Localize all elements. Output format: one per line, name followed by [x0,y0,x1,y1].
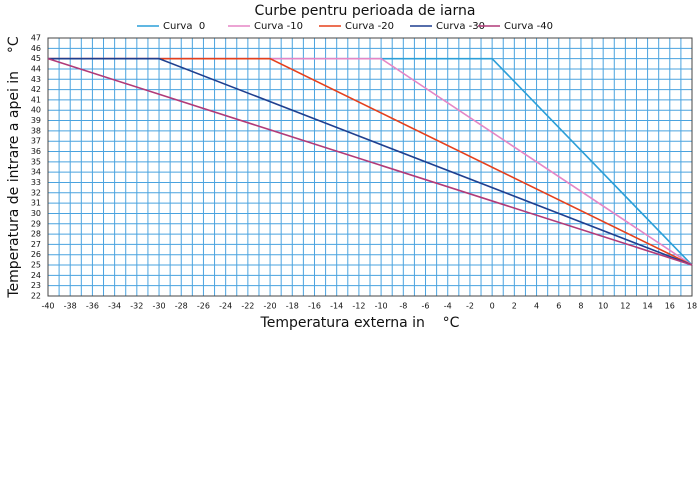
x-tick-label: 18 [687,302,697,311]
y-tick-label: 36 [31,147,41,156]
plot-border [47,37,693,297]
x-tick-label: -22 [241,302,254,311]
series-line [48,57,693,266]
x-tick-label: -20 [264,302,277,311]
legend-label: Curva -40 [504,21,553,32]
x-tick-label: -30 [152,302,165,311]
legend-label: Curva -10 [254,21,303,32]
y-tick-label: 22 [31,292,41,301]
y-tick-label: 27 [31,240,41,249]
x-tick-label: -2 [466,302,474,311]
legend-label: Curva -20 [345,21,394,32]
y-tick-label: 28 [31,230,41,239]
x-tick-label: 10 [598,302,608,311]
y-tick-label: 33 [31,178,41,187]
y-tick-label: 47 [31,34,41,43]
legend-label: Curva -30 [436,21,485,32]
x-tick-label: -38 [64,302,77,311]
x-tick-label: 4 [534,302,539,311]
y-tick-label: 41 [31,95,41,104]
y-axis-label: Temperatura de intrare a apei in °C [6,36,22,298]
y-tick-label: 25 [31,261,41,270]
chart-title: Curbe pentru perioada de iarna [255,3,476,19]
y-tick-label: 35 [31,157,41,166]
x-axis-label: Temperatura externa in °C [260,315,460,331]
x-tick-label: 16 [665,302,675,311]
y-tick-label: 31 [31,199,41,208]
x-tick-label: -36 [86,302,99,311]
x-tick-label: 2 [512,302,517,311]
x-tick-label: -4 [444,302,452,311]
y-tick-label: 38 [31,126,41,135]
x-tick-label: -24 [219,302,232,311]
y-tick-label: 34 [31,168,41,177]
x-tick-label: -26 [197,302,210,311]
y-tick-label: 40 [31,106,41,115]
x-tick-label: 8 [578,302,583,311]
y-tick-label: 24 [31,271,41,280]
y-tick-label: 45 [31,54,41,63]
x-tick-label: 14 [642,302,652,311]
x-tick-label: -14 [330,302,343,311]
x-tick-label: -34 [108,302,121,311]
y-tick-label: 43 [31,75,41,84]
y-tick-label: 23 [31,281,41,290]
x-tick-label: 0 [490,302,495,311]
x-tick-label: -18 [286,302,299,311]
x-tick-label: -12 [352,302,365,311]
x-tick-label: -28 [175,302,188,311]
x-tick-label: -6 [422,302,430,311]
y-tick-label: 26 [31,250,41,259]
x-tick-label: -40 [41,302,54,311]
x-tick-label: -32 [130,302,143,311]
x-tick-label: 12 [620,302,630,311]
y-tick-label: 39 [31,116,41,125]
x-tick-label: -10 [375,302,388,311]
y-tick-label: 30 [31,209,41,218]
x-tick-label: -16 [308,302,321,311]
y-tick-label: 44 [31,64,41,73]
y-tick-label: 29 [31,219,41,228]
legend-label: Curva 0 [163,21,205,32]
y-tick-label: 32 [31,188,41,197]
x-tick-label: 6 [556,302,561,311]
series-line [47,57,693,266]
y-tick-label: 46 [31,44,41,53]
x-tick-label: -8 [399,302,407,311]
y-tick-label: 37 [31,137,41,146]
y-tick-label: 42 [31,85,41,94]
